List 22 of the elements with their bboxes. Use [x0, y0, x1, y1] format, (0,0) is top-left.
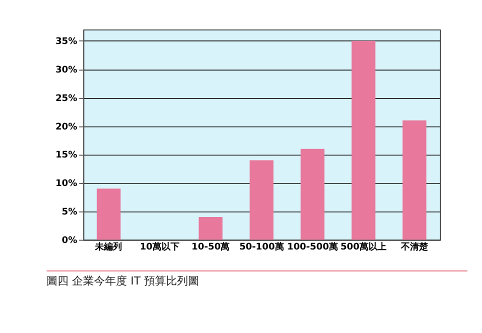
y-tick-label: 35% — [55, 37, 78, 48]
bar — [402, 120, 426, 240]
bar — [352, 40, 376, 240]
y-tick-label: 0% — [62, 236, 78, 246]
y-tick-label: 15% — [55, 150, 78, 161]
y-tick-label: 30% — [55, 65, 78, 76]
x-tick-label: 100-500萬 — [287, 241, 338, 252]
bar — [300, 148, 324, 240]
text: 圖四 企業今年度 IT 預算比列圖 — [46, 274, 200, 288]
y-tick-label: 20% — [55, 122, 78, 132]
bar — [198, 217, 223, 240]
x-tick-label: 10-50萬 — [192, 241, 230, 252]
x-tick-label: 未編列 — [94, 241, 122, 252]
x-tick-label: 不清楚 — [400, 241, 429, 252]
x-tick-label: 50-100萬 — [239, 241, 284, 252]
y-tick-label: 5% — [62, 208, 78, 218]
bar — [250, 160, 274, 240]
y-tick-label: 10% — [55, 179, 78, 190]
y-tick-label: 25% — [55, 94, 78, 104]
x-tick-label: 10萬以下 — [140, 241, 180, 252]
x-tick-label: 500萬以上 — [340, 241, 387, 252]
bar — [96, 188, 121, 240]
